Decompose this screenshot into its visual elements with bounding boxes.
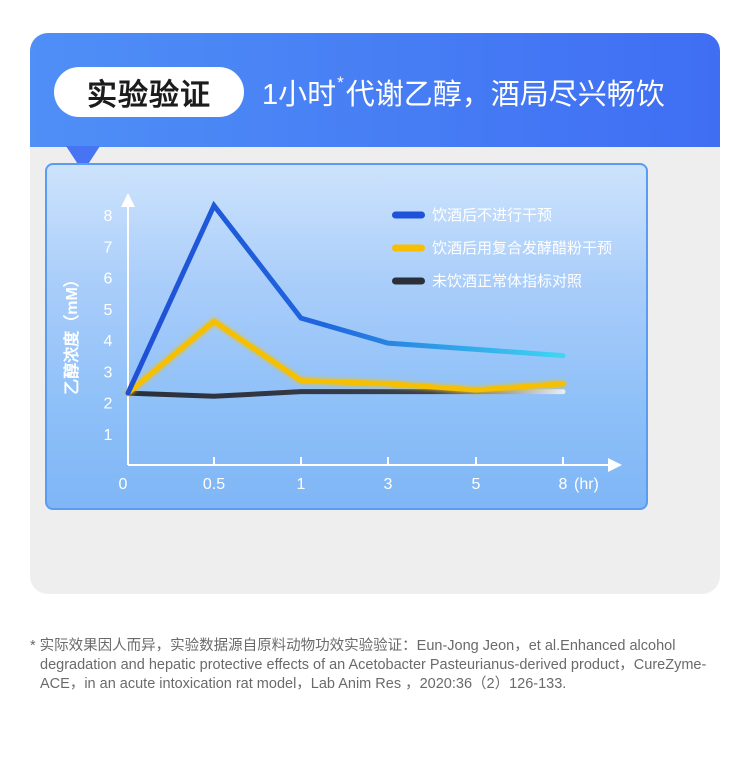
y-axis-label: 乙醇浓度（mM） xyxy=(62,271,81,395)
header-banner: 实验验证 1小时 * 代谢乙醇，酒局尽兴畅饮 xyxy=(30,33,720,147)
badge-label: 实验验证 xyxy=(87,79,211,112)
series-line-2 xyxy=(125,318,566,396)
legend-swatch-1 xyxy=(392,211,425,219)
y-tick-label: 5 xyxy=(104,302,113,319)
x-tick-label: 5 xyxy=(472,476,481,493)
series-line-1 xyxy=(125,200,566,396)
chart-axes xyxy=(121,193,622,472)
legend-label-2: 饮酒后用复合发酵醋粉干预 xyxy=(432,239,612,257)
y-tick-label: 1 xyxy=(104,427,113,444)
legend-label-1: 饮酒后不进行干预 xyxy=(432,207,552,224)
headline-asterisk: * xyxy=(337,73,344,92)
legend-swatch-2 xyxy=(392,244,425,252)
footnote-text: * 实际效果因人而异，实验数据源自原料动物功效实验验证：Eun-Jong Jeo… xyxy=(30,638,707,692)
y-tick-label: 2 xyxy=(104,396,113,413)
series-line-3 xyxy=(125,389,566,399)
headline-rest: 代谢乙醇，酒局尽兴畅饮 xyxy=(345,79,665,111)
x-tick-label: 3 xyxy=(384,476,393,493)
y-tick-label: 7 xyxy=(104,239,113,256)
badge-pill: 实验验证 xyxy=(54,67,244,117)
x-tick-label: 1 xyxy=(297,476,306,493)
legend-label-3: 未饮酒正常体指标对照 xyxy=(432,273,582,290)
y-tick-label: 8 xyxy=(104,208,113,225)
chart-panel: 1 2 3 4 5 6 7 8 0 0.5 1 3 5 8 (hr) 饮酒后不进行干预饮酒后用复合发酵醋粉干… xyxy=(45,163,648,510)
y-tick-label: 6 xyxy=(104,271,113,288)
line-chart: 1 2 3 4 5 6 7 8 0 0.5 1 3 5 8 (hr) 饮酒后不进行干预饮酒后用复合发酵醋粉干… xyxy=(62,193,622,493)
x-unit-label: (hr) xyxy=(574,476,599,493)
chart-series xyxy=(125,200,566,399)
chart-ticks: 1 2 3 4 5 6 7 8 0 0.5 1 3 5 8 (hr) xyxy=(104,208,599,493)
headline: 1小时 * 代谢乙醇，酒局尽兴畅饮 xyxy=(262,67,665,117)
x-tick-label: 0.5 xyxy=(203,476,225,493)
footnote: * 实际效果因人而异，实验数据源自原料动物功效实验验证：Eun-Jong Jeo… xyxy=(30,637,720,694)
headline-lead: 1小时 xyxy=(262,79,337,111)
x-tick-label: 8 xyxy=(559,476,568,493)
x-tick-label: 0 xyxy=(119,476,128,493)
legend-swatch-3 xyxy=(392,277,425,285)
y-tick-label: 3 xyxy=(104,364,113,381)
y-tick-label: 4 xyxy=(104,333,113,350)
